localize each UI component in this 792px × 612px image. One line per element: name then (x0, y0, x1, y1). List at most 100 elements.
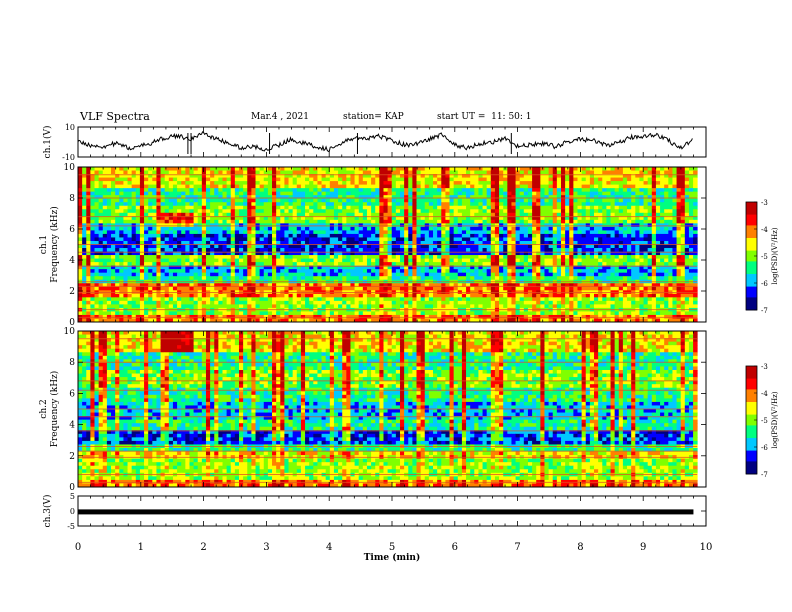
spectrogram-cell (338, 174, 343, 178)
spectrogram-cell (412, 240, 417, 245)
spectrogram-cell (614, 226, 620, 231)
spectrogram-cell (569, 223, 574, 228)
spectrogram-cell (185, 244, 190, 249)
spectrogram-cell (259, 255, 265, 259)
spectrogram-cell (655, 251, 661, 256)
spectrogram-cell (329, 248, 335, 252)
spectrogram-cell (594, 255, 599, 259)
spectrogram-cell (399, 209, 405, 214)
spectrogram-cell (321, 230, 327, 235)
spectrogram-cell (321, 191, 327, 196)
spectrogram-cell (90, 188, 95, 193)
spectrogram-cell (329, 233, 335, 238)
spectrogram-cell (445, 184, 450, 189)
spectrogram-cell (309, 167, 314, 171)
spectrogram-cell (684, 191, 690, 196)
spectrogram-cell (98, 191, 104, 196)
spectrogram-cell (457, 244, 463, 249)
spectrogram-cell (453, 240, 459, 245)
spectrogram-cell (366, 233, 372, 238)
spectrogram-cell (606, 226, 611, 231)
spectrogram-cell (503, 198, 508, 203)
spectrogram-cell (276, 272, 281, 277)
spectrogram-cell (684, 202, 690, 207)
spectrogram-cell (639, 181, 644, 186)
spectrogram-cell (156, 226, 161, 231)
spectrogram-cell (78, 174, 83, 178)
spectrogram-cell (371, 248, 376, 252)
spectrogram-cell (362, 255, 368, 259)
spectrogram-cell (614, 230, 620, 235)
spectrogram-cell (284, 240, 289, 245)
spectrogram-cell (135, 269, 141, 274)
spectrogram-cell (123, 237, 128, 242)
spectrogram-cell (296, 237, 302, 242)
spectrogram-cell (185, 174, 190, 178)
spectrogram-cell (181, 212, 186, 217)
spectrogram-cell (519, 212, 525, 217)
spectrogram-cell (461, 233, 467, 238)
spectrogram-cell (536, 258, 541, 263)
spectrogram-cell (358, 223, 364, 228)
spectrogram-cell (519, 251, 525, 256)
spectrogram-cell (631, 248, 636, 252)
spectrogram-cell (375, 230, 380, 235)
spectrogram-cell (594, 276, 599, 281)
spectrogram-cell (350, 170, 355, 175)
spectrogram-cell (664, 177, 669, 182)
spectrogram-cell (424, 219, 430, 224)
spectrogram-cell (404, 191, 409, 196)
spectrogram-cell (523, 202, 529, 207)
spectrogram-cell (515, 276, 521, 281)
spectrogram-cell (412, 191, 417, 196)
spectrogram-cell (519, 265, 525, 270)
spectrogram-cell (111, 248, 116, 252)
spectrogram-cell (210, 258, 215, 263)
spectrogram-cell (276, 219, 281, 224)
spectrogram-cell (598, 258, 603, 263)
spectrogram-cell (412, 209, 417, 214)
spectrogram-cell (205, 205, 211, 210)
spectrogram-cell (148, 212, 153, 217)
spectrogram-cell (466, 167, 471, 171)
station-label: station= KAP (343, 112, 404, 122)
spectrogram-cell (589, 240, 595, 245)
spectrogram-cell (470, 276, 475, 281)
spectrogram-cell (189, 188, 194, 193)
spectrogram-cell (560, 265, 566, 270)
spectrogram-cell (144, 262, 149, 267)
spectrogram-cell (523, 188, 529, 193)
spectrogram-cell (573, 198, 578, 203)
spectrogram-cell (610, 248, 616, 252)
spectrogram-cell (160, 233, 166, 238)
spectrogram-cell (651, 251, 657, 256)
spectrogram-cell (507, 223, 512, 228)
spectrogram-cell (230, 230, 236, 235)
spectrogram-cell (321, 195, 327, 200)
spectrogram-cell (556, 177, 562, 182)
spectrogram-cell (693, 276, 698, 281)
spectrogram-cell (693, 174, 698, 178)
spectrogram-cell (565, 244, 570, 249)
spectrogram-cell (238, 276, 244, 281)
spectrogram-cell (585, 230, 591, 235)
spectrogram-cell (589, 233, 595, 238)
spectrogram-cell (197, 181, 203, 186)
spectrogram-cell (399, 276, 405, 281)
spectrogram-cell (560, 251, 566, 256)
spectrogram-cell (478, 188, 483, 193)
spectrogram-cell (333, 248, 339, 252)
spectrogram-cell (152, 188, 157, 193)
spectrogram-cell (148, 191, 153, 196)
spectrogram-cell (300, 240, 306, 245)
spectrogram-cell (416, 248, 422, 252)
spectrogram-cell (461, 216, 467, 221)
spectrogram-cell (135, 223, 141, 228)
spectrogram-cell (589, 248, 595, 252)
spectrogram-cell (305, 198, 310, 203)
spectrogram-cell (247, 251, 252, 256)
spectrogram-cell (643, 244, 649, 249)
spectrogram-cell (416, 258, 422, 263)
spectrogram-cell (210, 223, 215, 228)
spectrogram-cell (115, 265, 120, 270)
